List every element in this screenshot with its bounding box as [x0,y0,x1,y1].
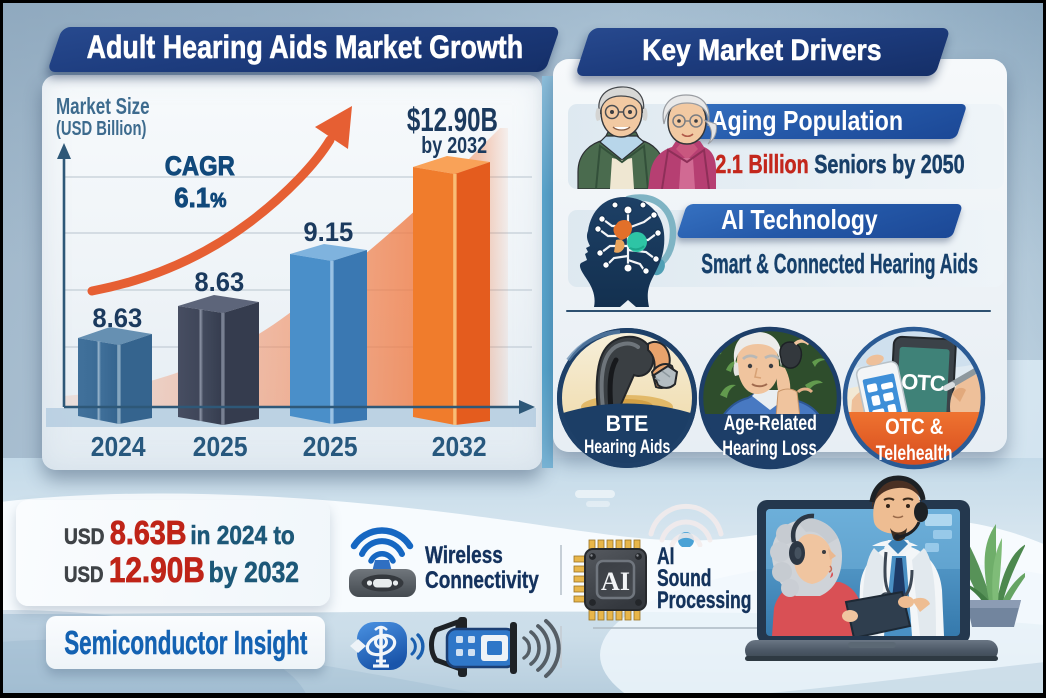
svg-text:AI: AI [601,567,630,596]
svg-text:OTC: OTC [901,369,947,396]
